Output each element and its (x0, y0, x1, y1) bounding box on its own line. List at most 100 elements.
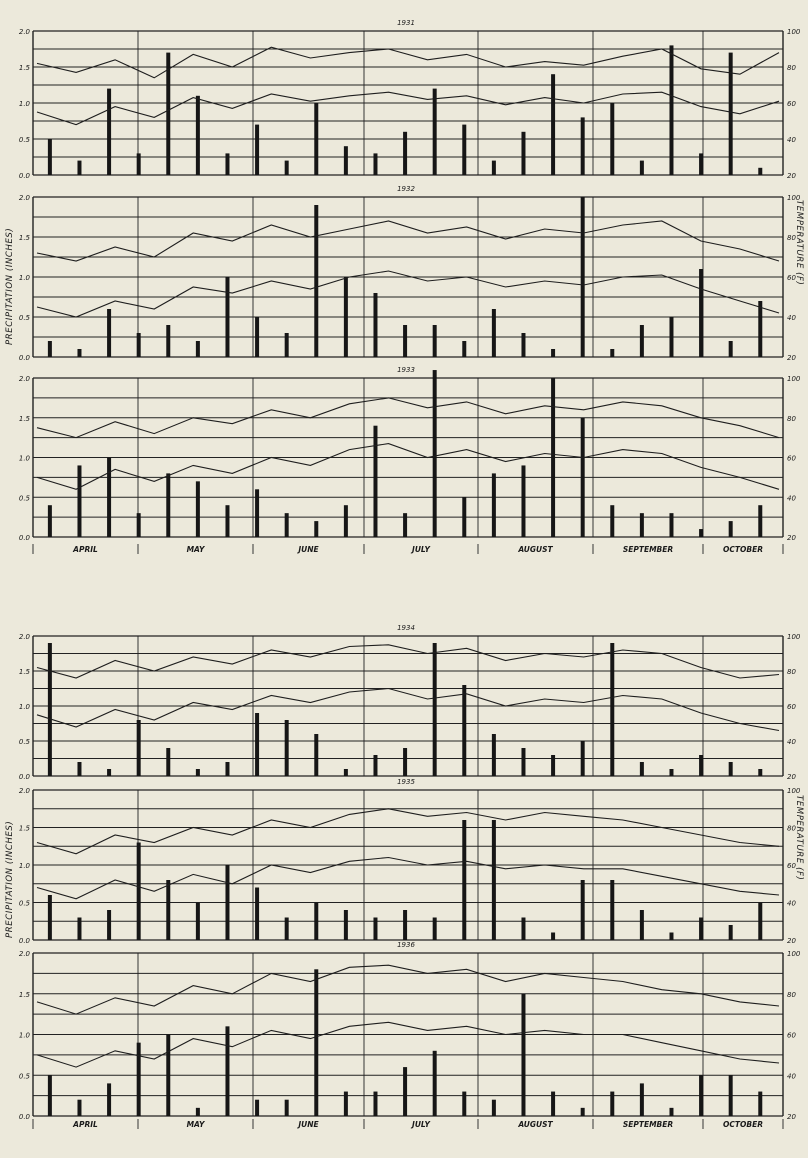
precip-bar (107, 309, 112, 357)
temp-tick-label: 40 (787, 1072, 796, 1080)
precip-bar (758, 505, 763, 537)
precip-bar (610, 103, 615, 175)
precip-bar (47, 341, 52, 357)
year-title: 1932 (397, 185, 415, 193)
temp-tick-label: 100 (787, 787, 801, 795)
max-temp-line (36, 46, 780, 79)
precip-bar (521, 917, 526, 940)
precip-bar (403, 325, 408, 357)
precip-bar (580, 1107, 585, 1116)
temp-tick-label: 40 (787, 738, 796, 746)
precip-bar (432, 88, 437, 175)
precip-tick-label: 1.5 (19, 991, 31, 999)
precip-tick-label: 1.0 (19, 703, 31, 711)
precip-bar (47, 139, 52, 175)
precip-bar (669, 1107, 674, 1116)
precip-bar (166, 52, 171, 175)
precip-bar (462, 820, 467, 940)
precip-bar (699, 1075, 704, 1116)
precip-axis-label-top: PRECIPITATION (INCHES) (5, 228, 15, 345)
precip-bar (521, 131, 526, 175)
precip-bar (225, 277, 230, 357)
year-title: 1936 (397, 941, 415, 949)
temp-tick-label: 60 (787, 1032, 796, 1040)
precip-bar (195, 902, 200, 940)
precip-bar (225, 762, 230, 776)
temp-tick-label: 60 (787, 862, 796, 870)
precip-bar (432, 643, 437, 776)
precip-bar (432, 370, 437, 537)
precip-tick-label: 1.5 (19, 234, 31, 242)
precip-bar (284, 333, 289, 357)
precip-bar (403, 748, 408, 776)
precip-bar (77, 917, 82, 940)
precip-bar (669, 513, 674, 537)
year-title: 1935 (397, 778, 415, 786)
min-temp-line (36, 856, 780, 900)
precip-bar (107, 88, 112, 175)
precip-bar (728, 52, 733, 175)
precip-bar (255, 317, 260, 357)
precip-bar (284, 1099, 289, 1116)
precip-bar (314, 205, 319, 357)
precip-bar (551, 932, 556, 940)
precip-bar (314, 734, 319, 776)
month-label: OCTOBER (723, 1120, 763, 1129)
precip-tick-label: 0.0 (19, 534, 31, 542)
precip-bar (728, 521, 733, 537)
min-temp-line (36, 91, 780, 126)
precip-bar (255, 124, 260, 175)
precip-bar (758, 1091, 763, 1116)
precip-bar (136, 513, 141, 537)
precip-bar (462, 1091, 467, 1116)
precip-bar (284, 513, 289, 537)
temp-tick-label: 100 (787, 375, 801, 383)
year-title: 1934 (397, 624, 415, 632)
precip-bar (491, 473, 496, 537)
month-label: APRIL (72, 545, 98, 554)
precip-bar (491, 309, 496, 357)
grid-layer (32, 30, 784, 1129)
precip-bar (669, 932, 674, 940)
temp-tick-label: 80 (787, 415, 796, 423)
temp-tick-label: 100 (787, 28, 801, 36)
min-temp-line (36, 687, 780, 732)
precip-bar (284, 917, 289, 940)
precip-bar (610, 880, 615, 940)
precip-bar (669, 317, 674, 357)
month-label: JULY (410, 545, 431, 554)
temp-tick-label: 40 (787, 136, 796, 144)
precip-bar (343, 146, 348, 175)
month-label: AUGUST (517, 545, 553, 554)
precip-bar (314, 969, 319, 1116)
precip-tick-label: 1.5 (19, 825, 31, 833)
precip-bar (639, 513, 644, 537)
precip-bar (343, 505, 348, 537)
precip-tick-label: 0.0 (19, 172, 31, 180)
precip-tick-label: 1.5 (19, 64, 31, 72)
min-temp-line (36, 270, 780, 318)
precip-bar (551, 1091, 556, 1116)
precip-bar (669, 45, 674, 176)
precip-bar (343, 910, 348, 940)
precip-bar (521, 993, 526, 1116)
precip-bar (462, 341, 467, 357)
min-temp-line (36, 443, 780, 490)
precip-bar (551, 378, 556, 537)
precip-tick-label: 0.5 (19, 314, 31, 322)
precip-bar (166, 748, 171, 776)
precip-bar (462, 685, 467, 776)
precip-bar (107, 457, 112, 537)
precip-bar (255, 887, 260, 940)
precip-bar (166, 325, 171, 357)
precip-bar (47, 1075, 52, 1116)
precip-bar (47, 505, 52, 537)
precip-bar (403, 131, 408, 175)
precip-bar (166, 880, 171, 940)
precip-axis-label-bottom: PRECIPITATION (INCHES) (5, 821, 15, 938)
precip-bar (699, 917, 704, 940)
text-layer: PRECIPITATION (INCHES) TEMPERATURE (F) P… (5, 19, 804, 1129)
precip-bar (136, 842, 141, 940)
precip-bar (580, 117, 585, 175)
